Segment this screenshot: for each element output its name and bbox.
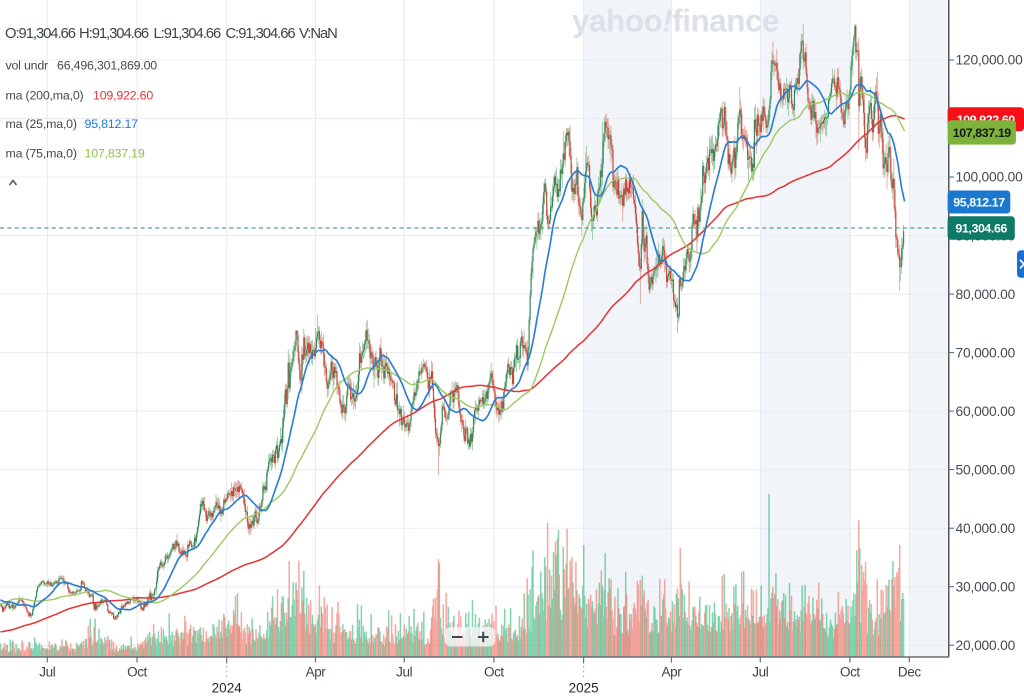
svg-text:91,304.66: 91,304.66	[955, 222, 1007, 236]
svg-text:70,000.00: 70,000.00	[956, 345, 1016, 360]
svg-text:40,000.00: 40,000.00	[956, 521, 1016, 536]
svg-text:Oct: Oct	[840, 665, 860, 680]
svg-text:Jul: Jul	[396, 665, 412, 680]
svg-text:Apr: Apr	[661, 665, 682, 680]
svg-text:ma (25,ma,0)95,812.17: ma (25,ma,0) 95,812.17	[6, 117, 139, 131]
svg-text:Dec: Dec	[898, 665, 921, 680]
svg-text:100,000.00: 100,000.00	[956, 170, 1024, 185]
svg-text:30,000.00: 30,000.00	[956, 579, 1016, 594]
svg-text:yahoo!finance: yahoo!finance	[572, 3, 779, 39]
svg-text:107,837.19: 107,837.19	[953, 126, 1012, 140]
svg-text:Jul: Jul	[752, 665, 768, 680]
svg-text:Apr: Apr	[306, 665, 327, 680]
svg-text:Oct: Oct	[484, 665, 504, 680]
svg-text:ma (200,ma,0)109,922.60: ma (200,ma,0) 109,922.60	[6, 89, 154, 103]
svg-text:120,000.00: 120,000.00	[956, 53, 1024, 68]
svg-text:Oct: Oct	[127, 665, 147, 680]
svg-text:O:91,304.66H:91,304.66L:91,304: O:91,304.66 H:91,304.66 L:91,304.66 C:91,30…	[5, 26, 337, 42]
svg-text:2025: 2025	[569, 681, 599, 696]
svg-text:60,000.00: 60,000.00	[956, 404, 1016, 419]
svg-text:50,000.00: 50,000.00	[956, 462, 1016, 477]
svg-text:80,000.00: 80,000.00	[956, 287, 1016, 302]
svg-text:Jul: Jul	[39, 665, 55, 680]
svg-text:2024: 2024	[212, 681, 243, 696]
svg-text:20,000.00: 20,000.00	[956, 638, 1016, 653]
svg-text:95,812.17: 95,812.17	[953, 196, 1005, 210]
svg-text:ma (75,ma,0)107,837.19: ma (75,ma,0) 107,837.19	[6, 147, 145, 161]
